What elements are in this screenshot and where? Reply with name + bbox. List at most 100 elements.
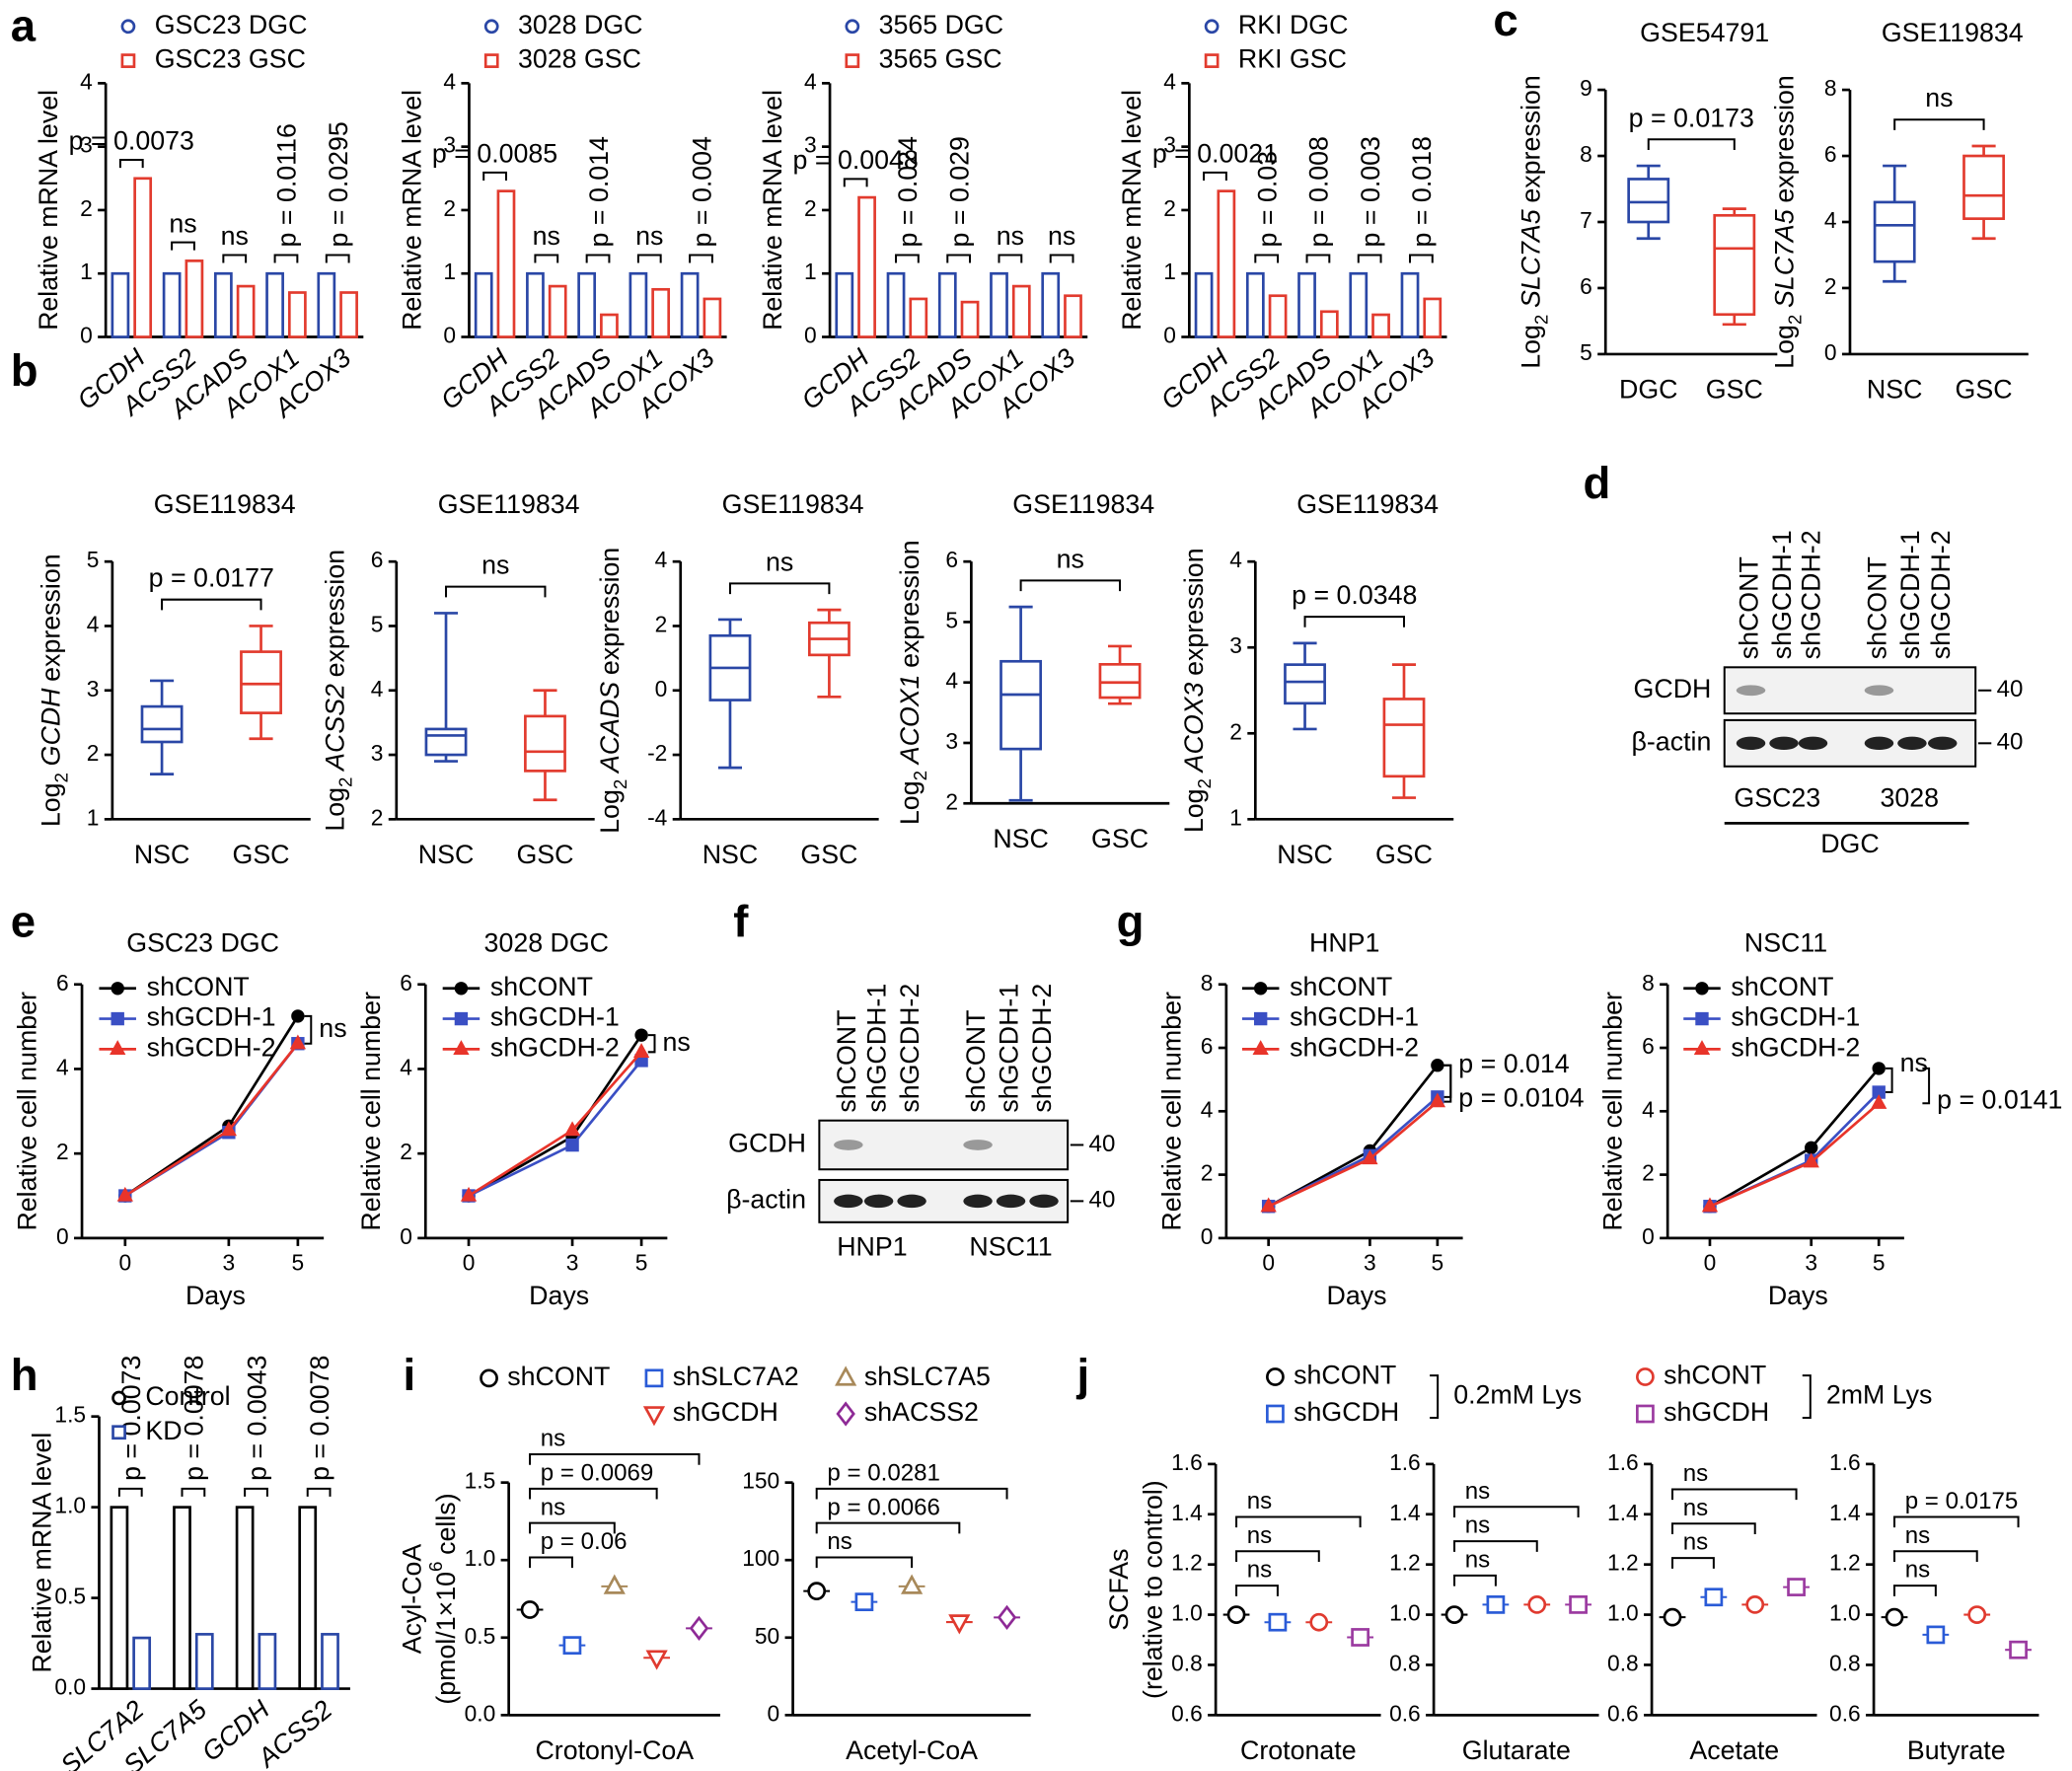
row-label: β-actin xyxy=(1631,726,1711,756)
point xyxy=(1926,1625,1946,1645)
lane-label: shGCDH-2 xyxy=(1797,530,1826,659)
legend-marker xyxy=(1266,1367,1285,1386)
x-tick-label: GSC xyxy=(233,840,290,869)
legend-marker xyxy=(835,1365,857,1386)
y-tick-label: 1.2 xyxy=(1829,1550,1861,1576)
bar xyxy=(857,195,876,338)
bracket xyxy=(529,1452,701,1465)
bracket xyxy=(1443,1064,1452,1103)
legend-label: shGCDH-2 xyxy=(1290,1032,1419,1062)
bracket xyxy=(1893,1515,2020,1528)
bar xyxy=(990,271,1008,338)
bar xyxy=(235,1506,255,1690)
bracket xyxy=(325,254,350,263)
legend-label: 3565 DGC xyxy=(879,10,1003,39)
lane-label: shGCDH-2 xyxy=(895,984,925,1113)
annotation: p = 0.018 xyxy=(1407,136,1437,247)
y-tick-label: 1.2 xyxy=(1171,1550,1203,1576)
label-part: Log xyxy=(895,780,925,825)
bracket xyxy=(998,254,1023,263)
lane-label: shCONT xyxy=(832,1010,861,1113)
annotation: ns xyxy=(1925,83,1953,112)
bracket xyxy=(1303,616,1405,627)
y-tick-label: 0 xyxy=(443,323,456,348)
y-tick-label: 1.6 xyxy=(1171,1449,1203,1475)
y-tick-label: 0.8 xyxy=(1171,1650,1203,1675)
x-tick-label: 3 xyxy=(1364,1250,1376,1276)
bracket xyxy=(1203,171,1227,181)
point xyxy=(1745,1595,1765,1614)
bracket xyxy=(222,254,248,263)
bracket xyxy=(1254,254,1280,263)
legend-label: shGCDH-2 xyxy=(1731,1032,1860,1062)
x-axis-label: Butyrate xyxy=(1907,1735,2006,1765)
blot-frame xyxy=(818,1119,1070,1171)
annotation: ns xyxy=(635,221,663,251)
bracket xyxy=(1235,1585,1279,1596)
label-part: Log xyxy=(321,787,350,832)
legend-marker xyxy=(1252,1040,1269,1055)
legend-label: shGCDH xyxy=(673,1397,778,1427)
bar xyxy=(298,1506,318,1690)
bracket xyxy=(636,254,662,263)
y-tick-label: 2 xyxy=(87,740,100,766)
y-axis-label: Log2 SLC7A5 expression xyxy=(1770,75,1806,369)
legend-marker xyxy=(1693,1040,1711,1055)
annotation: p = 0.0348 xyxy=(1292,580,1417,610)
annotation: ns xyxy=(1048,221,1075,251)
lane-label: shCONT xyxy=(961,1010,991,1113)
annotation: p = 0.0073 xyxy=(116,1356,146,1481)
legend-label: shGCDH xyxy=(1294,1397,1399,1427)
series-line xyxy=(1709,1091,1881,1208)
point xyxy=(1787,1578,1806,1596)
legend-label: shCONT xyxy=(1290,972,1392,1001)
y-tick-label: 1.4 xyxy=(1829,1500,1861,1525)
annotation: p = 0.0116 xyxy=(272,123,302,247)
point xyxy=(603,1574,626,1594)
y-tick-label: 9 xyxy=(1580,75,1592,101)
y-tick-label: 0.5 xyxy=(54,1584,86,1609)
x-axis-label: Crotonyl-CoA xyxy=(535,1735,694,1765)
bracket xyxy=(1885,1067,1893,1094)
annotation: ns xyxy=(533,221,560,251)
box xyxy=(1962,154,2006,220)
legend-marker xyxy=(1695,982,1709,996)
point xyxy=(634,1028,648,1042)
bar xyxy=(1245,271,1265,338)
annotation: p = 0.029 xyxy=(944,136,974,247)
legend-label: shCONT xyxy=(507,1362,610,1391)
bar xyxy=(886,271,906,338)
lane-label: shGCDH-1 xyxy=(862,984,892,1113)
bracket xyxy=(1893,1585,1937,1596)
bar xyxy=(110,1506,129,1690)
y-tick-label: 2 xyxy=(655,611,668,636)
band xyxy=(897,1194,926,1209)
y-axis-label: Log2 ACOX3 expression xyxy=(1179,548,1215,833)
row-label: GCDH xyxy=(1634,674,1712,703)
legend-marker xyxy=(453,1040,470,1055)
y-axis-label: Relative cell number xyxy=(1156,992,1186,1231)
group-label: 3028 xyxy=(1880,782,1939,812)
y-tick-label: 5 xyxy=(371,611,384,636)
legend-bracket xyxy=(1430,1374,1440,1420)
bracket xyxy=(1305,254,1331,263)
band xyxy=(996,1194,1026,1209)
chart-title: NSC11 xyxy=(1744,928,1827,958)
x-axis-label: Glutarate xyxy=(1462,1735,1571,1765)
box xyxy=(1627,178,1670,224)
annotation: ns xyxy=(1900,1048,1928,1077)
label-part: 2 xyxy=(611,779,631,789)
bar xyxy=(548,284,567,338)
y-tick-label: 3 xyxy=(804,132,817,158)
chart-title: GSE54791 xyxy=(1640,18,1769,47)
panel-label: i xyxy=(403,1350,415,1400)
box xyxy=(240,650,282,714)
bracket xyxy=(728,582,831,595)
y-axis-label: Relative cell number xyxy=(13,992,42,1231)
x-tick-label: 0 xyxy=(118,1250,131,1276)
bar xyxy=(1423,297,1443,338)
bracket xyxy=(181,1487,206,1497)
bracket xyxy=(482,171,507,181)
bar xyxy=(1217,189,1236,338)
y-axis-label: Log2 SLC7A5 expression xyxy=(1517,75,1552,369)
